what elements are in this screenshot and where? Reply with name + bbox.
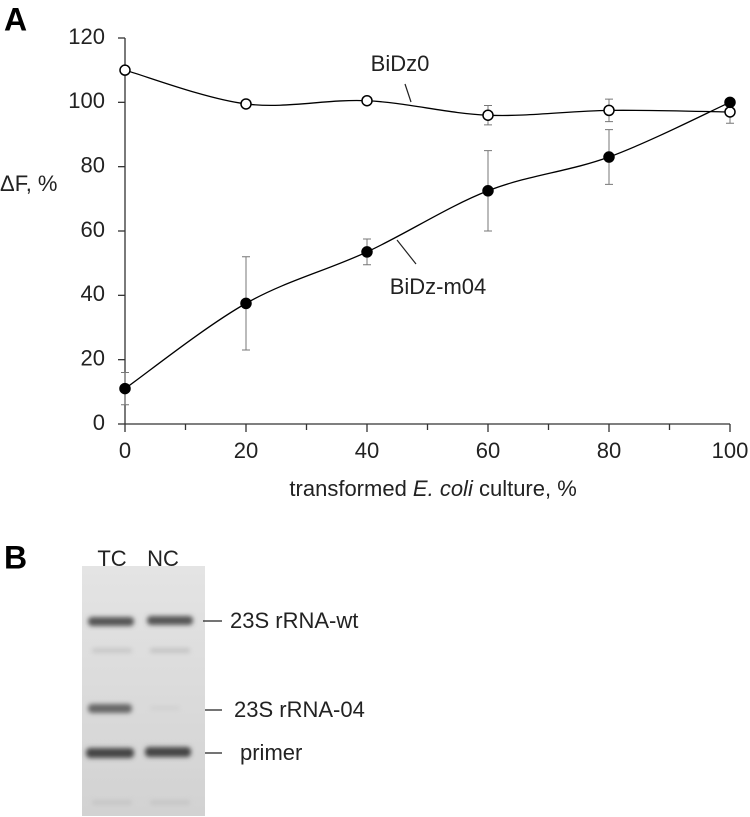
gel-band [147, 616, 193, 625]
gel-band [150, 706, 180, 710]
panel-label: A [4, 1, 27, 37]
panel-label: B [4, 539, 27, 575]
x-axis-label-part: culture, % [473, 476, 577, 501]
x-axis-label-part: E. coli [413, 476, 474, 501]
gel-bands [86, 616, 193, 805]
data-point [361, 94, 373, 107]
data-point [482, 185, 494, 197]
data-point [240, 98, 252, 110]
gel-band [88, 704, 132, 713]
series-label: BiDz-m04 [390, 274, 487, 299]
data-point [603, 151, 615, 163]
x-tick-label: 0 [119, 438, 131, 463]
gel-band [150, 800, 190, 805]
data-point [603, 104, 615, 117]
y-tick-label: 100 [68, 88, 105, 113]
data-point [482, 109, 494, 121]
gel-band [88, 617, 134, 626]
lane-label: NC [147, 546, 179, 571]
series-line [124, 69, 731, 117]
gel-band [92, 648, 132, 653]
data-point [361, 246, 373, 258]
annotation-leader [404, 83, 412, 103]
x-tick-label: 80 [597, 438, 621, 463]
y-tick-label: 60 [81, 217, 105, 242]
x-tick-label: 40 [355, 438, 379, 463]
band-label: 23S rRNA-wt [230, 608, 358, 633]
y-tick-label: 20 [81, 345, 105, 370]
series-label: BiDz0 [371, 51, 430, 76]
data-point [724, 106, 736, 118]
gel-band [92, 800, 132, 805]
data-point [119, 382, 131, 395]
x-tick-label: 100 [712, 438, 749, 463]
band-label: primer [240, 740, 302, 765]
data-point [119, 64, 131, 76]
data-point [240, 297, 252, 310]
y-tick-label: 40 [81, 281, 105, 306]
annotation-leader [396, 239, 417, 265]
x-axis-label: transformed E. coli culture, % [259, 476, 595, 501]
gel-band [86, 748, 134, 758]
x-tick-label: 60 [476, 438, 500, 463]
y-axis-label: ΔF, % [0, 171, 57, 196]
x-axis-label-part: transformed [289, 476, 413, 501]
band-label: 23S rRNA-04 [234, 697, 365, 722]
data-point [724, 96, 736, 109]
y-tick-label: 80 [81, 152, 105, 177]
gel-image [82, 566, 205, 816]
gel-band [145, 747, 191, 757]
gel-background [82, 566, 205, 816]
y-tick-label: 0 [93, 410, 105, 435]
y-tick-label: 120 [68, 24, 105, 49]
lane-label: TC [97, 546, 126, 571]
x-tick-label: 20 [234, 438, 258, 463]
series-line [124, 101, 731, 390]
gel-band [150, 648, 190, 653]
